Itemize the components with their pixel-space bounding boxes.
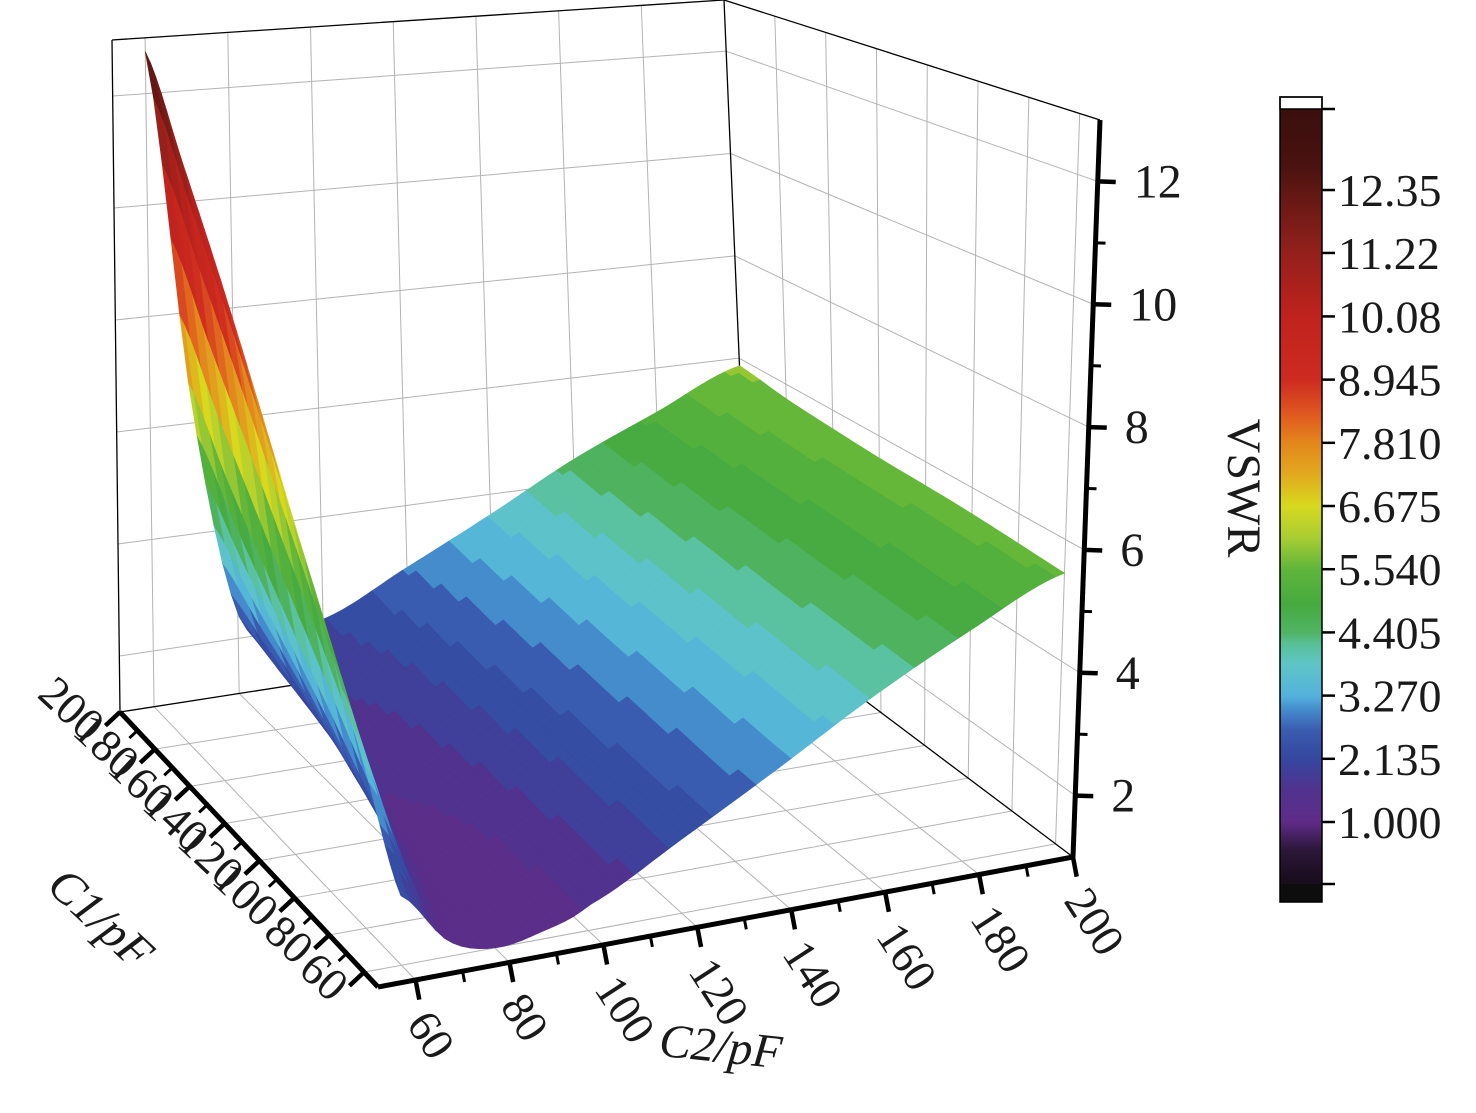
minor-tick	[163, 766, 174, 777]
major-tick	[1088, 424, 1107, 430]
left-wall-gridline	[392, 21, 410, 667]
vswr-surface	[144, 51, 1065, 949]
right-wall-z-gridline	[730, 153, 1094, 305]
box-edge	[111, 39, 121, 713]
colorbar-border	[1279, 96, 1323, 903]
major-tick	[882, 891, 892, 913]
z-tick-label: 6	[1120, 524, 1144, 577]
minor-tick	[337, 952, 348, 963]
z-tick-label: 12	[1134, 155, 1182, 208]
z-tick-label: 10	[1129, 278, 1177, 331]
colorbar-label: 1.000	[1338, 797, 1442, 848]
colorbar-label: 10.08	[1338, 291, 1442, 342]
colorbar-label: 3.270	[1338, 671, 1442, 722]
major-tick	[103, 710, 122, 728]
colorbar-label: 2.135	[1338, 734, 1442, 785]
minor-tick	[461, 970, 467, 983]
minor-tick	[554, 953, 560, 965]
major-tick	[413, 979, 422, 1001]
major-tick	[173, 784, 192, 802]
right-wall-z-gridline	[734, 255, 1089, 428]
floor-gridline-c1	[363, 843, 1056, 973]
major-tick	[695, 926, 704, 948]
z-tick-label: 8	[1125, 401, 1149, 454]
colorbar-label: 6.675	[1338, 481, 1442, 532]
major-tick	[1079, 670, 1098, 676]
major-tick	[601, 944, 610, 965]
major-tick	[208, 821, 227, 839]
right-wall-gridline	[1011, 97, 1030, 812]
major-tick	[1070, 856, 1079, 878]
colorbar-label: 12.35	[1338, 165, 1442, 216]
c2-tick-label: 80	[491, 984, 559, 1050]
c2-tick-label: 100	[585, 967, 665, 1053]
box-edge	[723, 0, 1101, 121]
major-tick	[976, 874, 985, 895]
colorbar-label: 5.540	[1338, 544, 1442, 595]
colorbar-below-min-cap	[1280, 884, 1322, 902]
c1-axis	[118, 710, 380, 989]
minor-tick	[232, 840, 244, 851]
minor-tick	[836, 900, 842, 913]
right-wall-z-gridline	[738, 357, 1085, 551]
major-tick	[1084, 547, 1103, 553]
minor-tick	[128, 729, 139, 740]
colorbar: 12.35 11.22 10.08 8.945 7.810 6.675 5.540 4.405…	[1279, 96, 1442, 903]
c2-tick-label: 60	[397, 1002, 465, 1068]
axes	[103, 119, 1116, 1001]
c2-axis-title: C2/pF	[657, 1014, 785, 1080]
colorbar-label: 8.945	[1338, 355, 1442, 406]
minor-tick	[1024, 865, 1030, 877]
z-axis-title: VSWR	[1217, 419, 1270, 558]
major-tick	[278, 896, 296, 914]
major-tick	[507, 961, 516, 983]
left-wall-z-gridline	[113, 153, 731, 209]
c2-tick-label: 180	[961, 896, 1041, 982]
right-wall-z-gridline	[726, 50, 1098, 182]
major-tick	[313, 933, 331, 951]
colorbar-label: 11.22	[1338, 228, 1440, 279]
surface-patch	[395, 881, 410, 902]
c1-axis-title: C1/pF	[38, 857, 164, 980]
major-tick	[138, 747, 157, 765]
left-wall-z-gridline	[112, 50, 727, 97]
major-tick	[347, 970, 366, 988]
colorbar-label: 4.405	[1338, 607, 1442, 658]
c2-tick-label: 200	[1055, 879, 1135, 965]
colorbar-above-max-cap	[1279, 96, 1323, 110]
colorbar-gradient	[1280, 109, 1322, 884]
colorbar-label: 7.810	[1338, 418, 1442, 469]
right-wall-gridline	[967, 81, 979, 779]
floor-gridline-c2	[153, 706, 416, 981]
minor-tick	[930, 883, 936, 895]
minor-tick	[742, 918, 748, 930]
major-tick	[1097, 179, 1116, 185]
minor-tick	[648, 935, 654, 948]
right-wall-gridline	[1055, 113, 1081, 844]
major-tick	[789, 909, 798, 930]
minor-tick	[198, 803, 209, 814]
minor-tick	[302, 915, 313, 925]
left-wall-gridline	[144, 37, 155, 707]
box-edge	[111, 0, 725, 41]
left-wall-gridline	[309, 27, 325, 681]
z-tick-label: 4	[1116, 647, 1140, 700]
minor-tick	[267, 878, 278, 888]
c2-tick-label: 160	[867, 914, 947, 1000]
c2-tick-label: 140	[773, 931, 853, 1017]
major-tick	[243, 859, 261, 876]
major-tick	[1075, 793, 1094, 799]
z-tick-label: 2	[1111, 770, 1135, 823]
c2-axis	[377, 854, 1074, 990]
major-tick	[1093, 302, 1112, 308]
